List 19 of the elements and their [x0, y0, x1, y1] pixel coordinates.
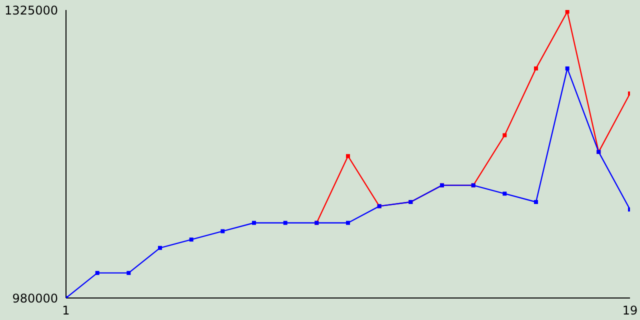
point: [158, 246, 162, 250]
point: [220, 229, 225, 234]
point: [346, 220, 350, 225]
point: [565, 66, 570, 70]
point: [502, 192, 507, 196]
point: [283, 220, 288, 225]
y-tick-label: 1325000: [4, 3, 58, 18]
point: [534, 200, 538, 204]
x-tick-label: 19: [622, 304, 638, 318]
point: [95, 270, 100, 275]
point: [189, 238, 194, 242]
point: [502, 133, 507, 138]
point: [565, 10, 570, 14]
x-tick-label: 1: [62, 304, 70, 318]
point: [534, 66, 538, 70]
y-tick-label: 980000: [12, 291, 58, 306]
point: [252, 220, 256, 225]
point: [346, 154, 350, 158]
point: [126, 270, 131, 275]
